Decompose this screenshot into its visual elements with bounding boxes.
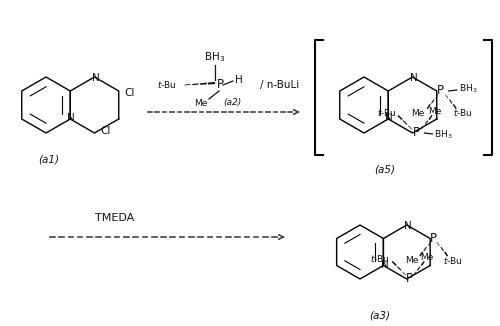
Text: (a3): (a3) [370, 310, 390, 320]
Text: P: P [413, 126, 420, 140]
Text: Me: Me [405, 256, 418, 265]
Text: BH$_3$: BH$_3$ [434, 129, 453, 141]
Text: Me: Me [412, 109, 424, 117]
Text: $t$-Bu: $t$-Bu [443, 255, 463, 266]
Text: P: P [437, 84, 444, 97]
Text: $t$-Bu: $t$-Bu [157, 80, 177, 91]
Text: (a1): (a1) [38, 155, 60, 165]
Text: $t$-Bu: $t$-Bu [370, 254, 390, 264]
Text: P: P [430, 232, 436, 245]
Text: H: H [235, 75, 243, 85]
Text: (a5): (a5) [374, 165, 396, 175]
Text: Cl: Cl [100, 126, 111, 136]
Text: P: P [406, 273, 414, 286]
Text: Cl: Cl [124, 88, 135, 98]
Text: Me: Me [420, 253, 433, 261]
Text: N: N [380, 259, 388, 270]
Text: N: N [386, 113, 393, 123]
Text: N: N [404, 221, 411, 231]
Text: P: P [217, 79, 224, 92]
Text: N: N [68, 113, 75, 123]
Text: Me: Me [428, 107, 442, 115]
Text: $t$-Bu: $t$-Bu [376, 108, 396, 118]
Text: BH$_3$: BH$_3$ [204, 50, 226, 64]
Text: (a2): (a2) [223, 98, 241, 108]
Text: N: N [92, 73, 100, 83]
Text: $t$-Bu: $t$-Bu [452, 108, 472, 118]
Text: Me: Me [194, 98, 207, 108]
Text: TMEDA: TMEDA [96, 213, 134, 223]
Text: / n-BuLi: / n-BuLi [260, 80, 299, 90]
Text: N: N [410, 73, 418, 83]
Text: BH$_3$: BH$_3$ [458, 83, 477, 95]
